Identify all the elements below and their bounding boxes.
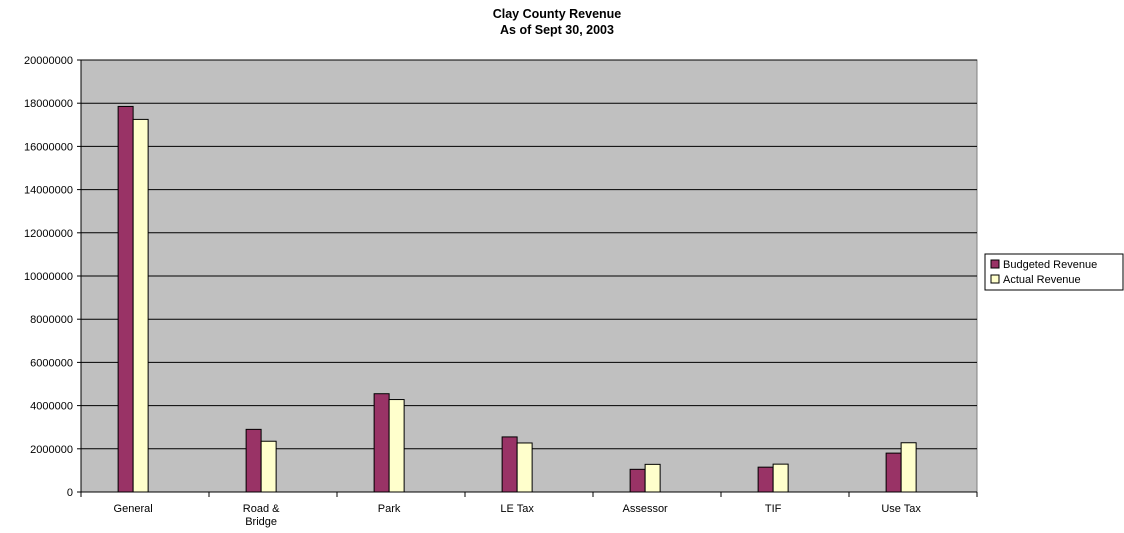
bar-actual — [900, 442, 917, 493]
x-tick-label: Use Tax — [881, 503, 921, 515]
y-tick-label: 2000000 — [30, 444, 73, 456]
bar-budgeted — [373, 393, 390, 493]
legend-swatch — [990, 274, 1000, 284]
bar-actual — [132, 118, 149, 493]
y-tick-label: 18000000 — [24, 98, 73, 110]
y-tick-label: 10000000 — [24, 271, 73, 283]
bar-actual — [388, 399, 405, 493]
bar-actual — [260, 440, 277, 493]
y-tick-label: 6000000 — [30, 357, 73, 369]
x-tick-label: TIF — [765, 503, 782, 515]
bar-budgeted — [501, 436, 518, 493]
bar-actual — [644, 463, 661, 493]
bar-actual — [772, 463, 789, 493]
y-tick-label: 8000000 — [30, 314, 73, 326]
x-tick-label: Park — [378, 503, 401, 515]
bar-budgeted — [245, 428, 262, 493]
legend-swatch — [990, 259, 1000, 269]
legend: Budgeted Revenue Actual Revenue — [984, 253, 1124, 291]
y-tick-label: 16000000 — [24, 141, 73, 153]
legend-box — [984, 253, 1124, 291]
legend-label: Budgeted Revenue — [1003, 259, 1097, 271]
x-tick-label: LE Tax — [500, 503, 534, 515]
x-tick-label: Road & — [243, 503, 280, 515]
bar-budgeted — [757, 466, 774, 493]
x-tick-label: Assessor — [622, 503, 668, 515]
y-tick-label: 14000000 — [24, 185, 73, 197]
y-tick-label: 0 — [67, 487, 73, 499]
y-tick-label: 20000000 — [24, 55, 73, 67]
bar-budgeted — [629, 468, 646, 493]
gridlines — [81, 59, 977, 450]
legend-label: Actual Revenue — [1003, 274, 1081, 286]
chart-title: Clay County Revenue — [493, 7, 622, 21]
y-tick-label: 4000000 — [30, 401, 73, 413]
bar-actual — [516, 442, 533, 493]
axes: 0 2000000 4000000 6000000 8000000 10000000 120… — [24, 55, 978, 528]
y-tick-label: 12000000 — [24, 228, 73, 240]
bar-budgeted — [117, 105, 134, 493]
chart-subtitle: As of Sept 30, 2003 — [500, 23, 614, 37]
x-tick-label: Bridge — [245, 516, 277, 528]
x-tick-label: General — [114, 503, 153, 515]
bar-budgeted — [885, 452, 902, 493]
bars — [117, 105, 917, 493]
